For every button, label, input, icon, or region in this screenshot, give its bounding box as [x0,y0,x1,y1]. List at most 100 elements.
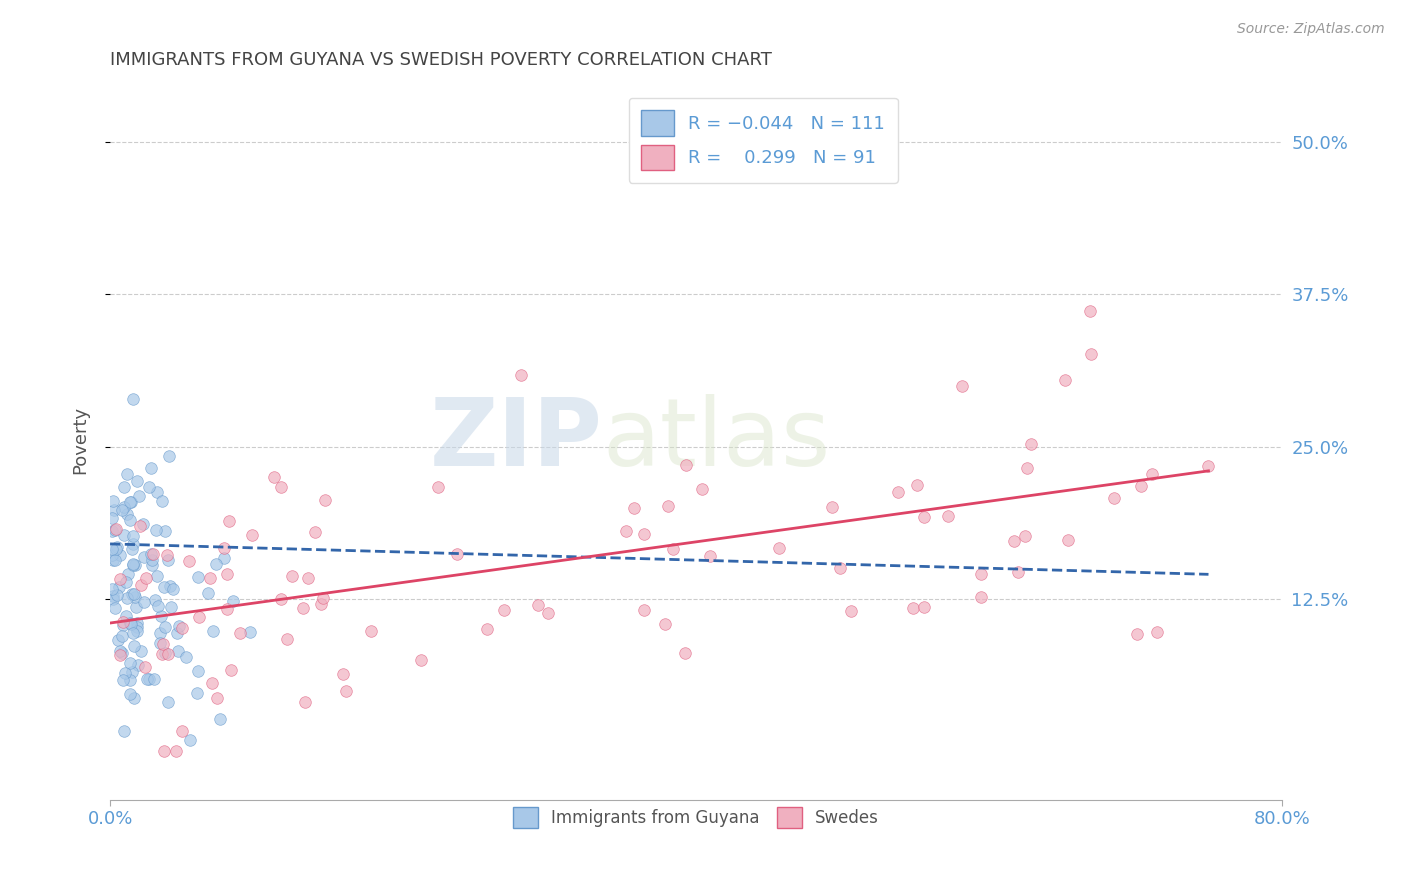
Point [219,663,242,677]
Point [142,548,165,562]
Point [1146,625,1168,640]
Point [162,582,184,596]
Point [654,616,676,631]
Point [101,493,124,508]
Point [492,602,515,616]
Point [146,599,169,614]
Point [118,616,141,631]
Point [215,566,238,581]
Point [360,624,382,638]
Point [673,646,696,660]
Point [623,500,645,515]
Point [936,508,959,523]
Point [104,541,127,556]
Point [105,588,128,602]
Point [188,609,211,624]
Point [101,548,124,562]
Point [294,695,316,709]
Point [166,626,188,640]
Point [157,695,180,709]
Point [124,599,146,614]
Point [527,598,550,612]
Point [155,646,177,660]
Point [121,625,143,640]
Point [160,600,183,615]
Point [197,586,219,600]
Point [1014,529,1036,543]
Point [122,537,145,551]
Point [135,673,157,687]
Point [1126,627,1149,641]
Point [657,499,679,513]
Point [179,554,201,568]
Point [132,595,155,609]
Text: ZIP: ZIP [429,394,602,486]
Point [157,553,180,567]
Point [537,607,560,621]
Point [179,733,201,747]
Point [122,587,145,601]
Point [1078,303,1101,318]
Point [115,575,138,590]
Point [104,553,127,567]
Point [155,620,177,634]
Point [427,480,450,494]
Text: Source: ZipAtlas.com: Source: ZipAtlas.com [1237,22,1385,37]
Point [127,474,149,488]
Point [165,744,187,758]
Point [129,578,152,592]
Point [128,489,150,503]
Point [240,527,263,541]
Point [149,635,172,649]
Point [475,622,498,636]
Point [120,495,142,509]
Point [127,624,149,638]
Point [115,609,138,624]
Point [170,724,193,739]
Point [912,510,935,524]
Point [153,744,176,758]
Point [912,599,935,614]
Point [141,558,163,572]
Point [132,550,155,565]
Text: atlas: atlas [602,394,831,486]
Point [104,600,127,615]
Point [120,616,142,631]
Point [127,615,149,630]
Point [633,527,655,541]
Point [1102,491,1125,505]
Point [905,478,928,492]
Point [699,549,721,563]
Point [1053,373,1076,387]
Point [122,558,145,573]
Point [304,525,326,540]
Point [156,548,179,562]
Point [111,629,134,643]
Point [121,392,143,406]
Point [138,672,160,686]
Point [100,541,122,556]
Point [100,511,122,525]
Point [143,592,166,607]
Point [112,615,135,629]
Point [108,549,131,563]
Point [276,632,298,646]
Point [314,493,336,508]
Point [263,470,285,484]
Point [291,601,314,615]
Point [167,619,190,633]
Point [1015,461,1038,475]
Point [614,524,637,538]
Point [101,591,124,606]
Point [239,624,262,639]
Point [108,580,131,594]
Point [212,541,235,555]
Point [118,687,141,701]
Point [839,604,862,618]
Point [150,647,173,661]
Point [662,541,685,556]
Point [212,551,235,566]
Y-axis label: Poverty: Poverty [72,407,89,475]
Point [127,620,149,634]
Point [1002,534,1025,549]
